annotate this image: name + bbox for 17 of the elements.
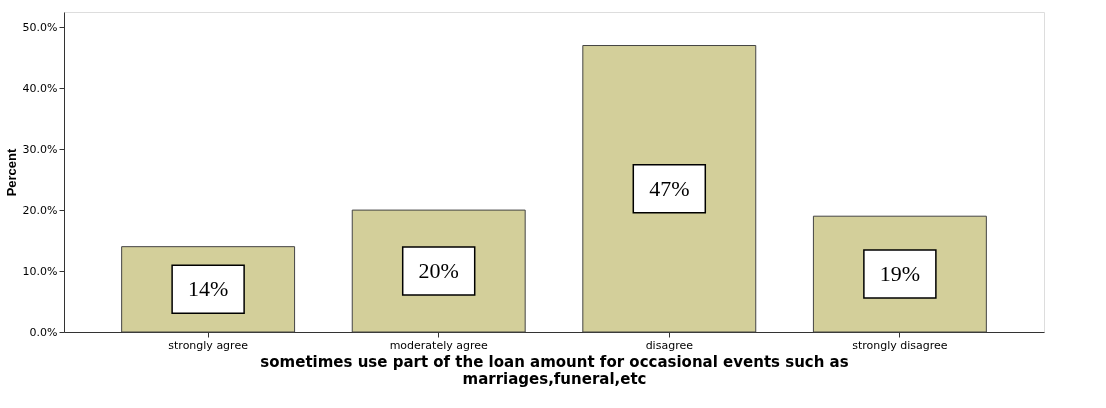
x-tick-label: strongly disagree — [852, 338, 948, 352]
y-tick-label: 20.0% — [22, 203, 58, 217]
x-tick-label: disagree — [645, 338, 694, 352]
x-tick-label: strongly agree — [168, 338, 249, 352]
x-axis-title: sometimes use part of the loan amount for occasional events such as marriages,funeral,etc — [260, 352, 849, 388]
y-tick-label: 40.0% — [22, 81, 58, 95]
data-label: 47% — [649, 175, 690, 201]
y-tick-label: 10.0% — [22, 264, 58, 278]
y-axis-title: Percent — [3, 147, 19, 197]
y-tick-label: 50.0% — [22, 20, 58, 34]
data-label: 20% — [418, 258, 459, 284]
y-tick-label: 0.0% — [29, 325, 58, 339]
bar — [582, 45, 757, 333]
x-tick-label: moderately agree — [389, 338, 489, 352]
y-tick-label: 30.0% — [22, 142, 58, 156]
data-label: 19% — [879, 261, 921, 287]
data-label: 14% — [187, 276, 229, 302]
